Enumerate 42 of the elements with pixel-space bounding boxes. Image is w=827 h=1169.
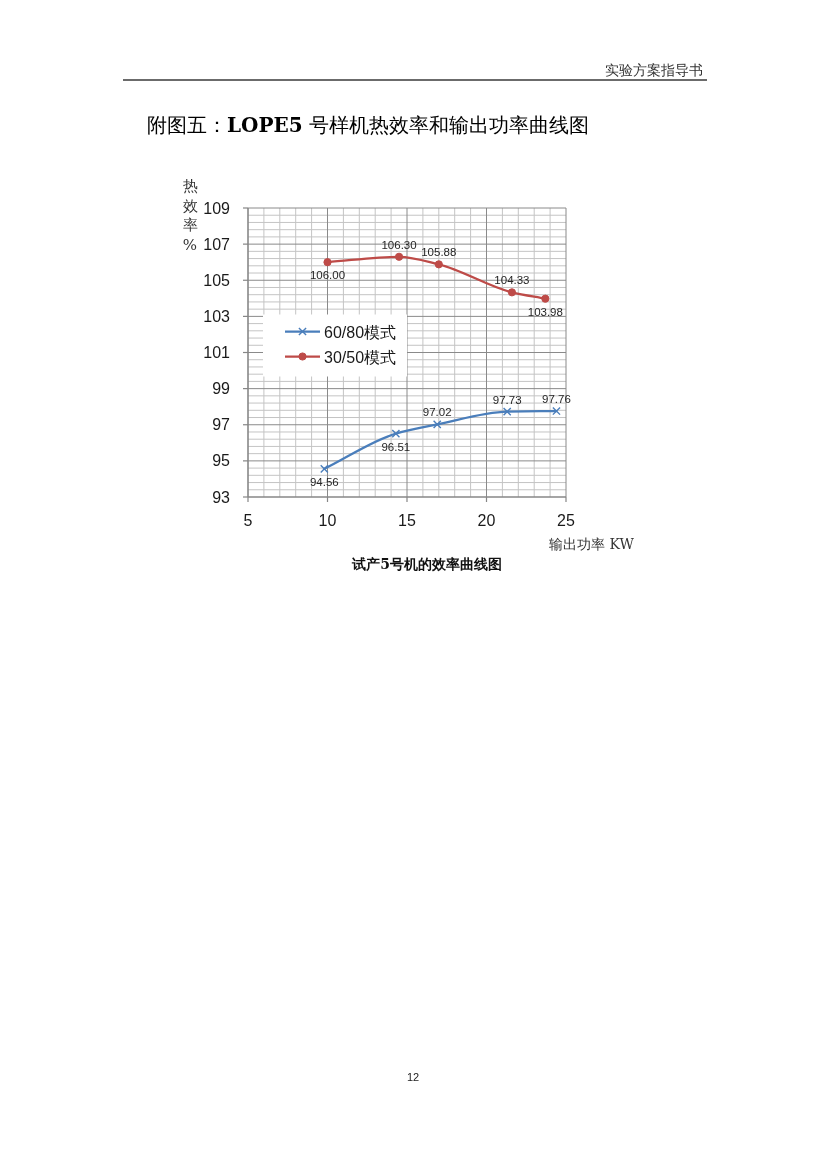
data-label: 103.98 [527, 305, 563, 318]
data-label: 105.88 [421, 246, 457, 259]
ytick: 97 [212, 416, 230, 434]
point [541, 294, 550, 303]
ytick: 109 [203, 199, 230, 217]
data-label: 96.51 [381, 440, 411, 453]
xtick: 25 [557, 512, 575, 529]
point [432, 420, 442, 429]
annotation: 12 [406, 1071, 420, 1083]
ytick: 95 [212, 452, 230, 470]
ylabel: 热效率% [182, 177, 198, 254]
xtick: 5 [243, 512, 253, 529]
data-label: 97.73 [492, 393, 522, 406]
data-label: 97.76 [542, 393, 571, 405]
ytick: 105 [203, 271, 230, 289]
ytick: 107 [203, 235, 230, 253]
data-label: 106.00 [309, 269, 346, 282]
point [320, 464, 329, 474]
data-label: 94.56 [309, 475, 339, 488]
annotation: 实验方案指导书 [605, 62, 703, 78]
xtick: 10 [318, 512, 337, 529]
ytick: 93 [212, 488, 230, 506]
data-label: 97.02 [422, 406, 452, 419]
point [434, 260, 443, 269]
xtick: 15 [398, 512, 416, 529]
point [391, 429, 401, 438]
ytick: 101 [203, 344, 230, 361]
xlabel: 输出功率 KW [549, 536, 634, 552]
point [507, 288, 517, 297]
ytick: 99 [212, 380, 230, 398]
legend-label: 30/50模式 [324, 348, 397, 366]
title: 附图五：LOPE5 号样机热效率和输出功率曲线图 [147, 113, 590, 137]
data-label: 106.30 [381, 238, 417, 251]
point [394, 252, 404, 261]
point [323, 258, 332, 267]
xtick: 20 [477, 512, 496, 529]
point [502, 407, 512, 416]
ytick: 103 [203, 307, 230, 325]
data-label: 104.33 [494, 274, 530, 287]
point [552, 406, 561, 416]
legend-label: 60/80模式 [324, 323, 397, 341]
subtitle: 试产5号机的效率曲线图 [352, 556, 502, 572]
